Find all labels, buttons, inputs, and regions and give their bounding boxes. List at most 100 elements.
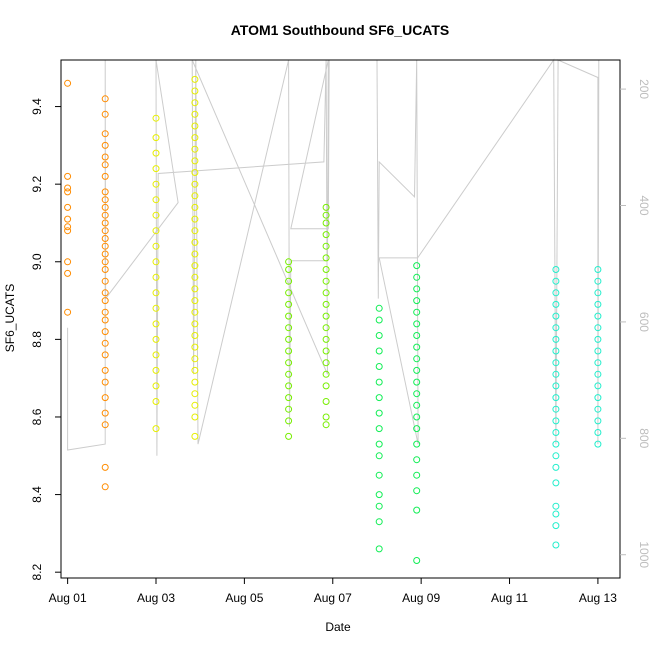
- data-point: [152, 227, 160, 235]
- data-point: [594, 347, 602, 355]
- data-point: [322, 277, 330, 285]
- x-tick-label: Aug 05: [225, 591, 263, 605]
- data-point: [413, 285, 421, 293]
- data-point: [552, 541, 560, 549]
- data-point: [413, 456, 421, 464]
- y-tick-label: 8.6: [30, 408, 44, 425]
- data-point: [322, 359, 330, 367]
- data-point: [191, 87, 199, 95]
- data-point: [191, 273, 199, 281]
- data-point: [413, 366, 421, 374]
- data-point: [101, 483, 109, 491]
- data-point: [413, 343, 421, 351]
- data-point: [322, 382, 330, 390]
- data-point: [322, 203, 330, 211]
- data-point: [101, 463, 109, 471]
- data-point: [64, 227, 72, 235]
- data-point: [413, 262, 421, 270]
- data-point: [191, 145, 199, 153]
- data-point: [152, 149, 160, 157]
- data-point: [375, 502, 383, 510]
- data-point: [191, 250, 199, 258]
- data-point: [375, 491, 383, 499]
- data-point: [552, 479, 560, 487]
- data-point: [552, 300, 560, 308]
- x-tick-label: Aug 01: [49, 591, 87, 605]
- x-tick-label: Aug 07: [314, 591, 352, 605]
- data-point: [101, 297, 109, 305]
- data-point: [191, 285, 199, 293]
- data-point: [375, 518, 383, 526]
- data-point: [322, 370, 330, 378]
- data-point: [375, 545, 383, 553]
- data-point: [285, 312, 293, 320]
- data-point: [191, 99, 199, 107]
- data-point: [594, 359, 602, 367]
- data-point: [413, 378, 421, 386]
- data-point: [191, 262, 199, 270]
- data-point: [375, 440, 383, 448]
- data-point: [285, 417, 293, 425]
- data-point: [322, 421, 330, 429]
- data-point: [152, 320, 160, 328]
- data-point: [285, 347, 293, 355]
- data-point: [101, 188, 109, 196]
- data-point: [191, 215, 199, 223]
- data-point: [594, 429, 602, 436]
- data-point: [152, 366, 160, 374]
- data-point: [413, 506, 421, 514]
- data-point: [322, 300, 330, 308]
- data-point: [552, 510, 560, 518]
- data-point: [552, 277, 560, 285]
- data-point: [375, 316, 383, 324]
- data-point: [285, 382, 293, 390]
- data-point: [322, 413, 330, 421]
- y-axis-label: SF6_UCATS: [3, 284, 17, 352]
- data-point: [375, 378, 383, 386]
- data-point: [413, 390, 421, 398]
- right-tick-label: 1000: [637, 541, 650, 568]
- data-point: [552, 522, 560, 530]
- data-point: [101, 394, 109, 402]
- right-tick-label: 800: [637, 428, 650, 448]
- data-point: [285, 277, 293, 285]
- data-point: [594, 324, 602, 332]
- data-point: [101, 328, 109, 336]
- data-point: [552, 452, 560, 460]
- data-point: [64, 223, 72, 231]
- data-point: [152, 382, 160, 390]
- data-point: [191, 157, 199, 165]
- data-point: [101, 308, 109, 316]
- data-point: [594, 440, 602, 448]
- data-point: [101, 227, 109, 235]
- data-point: [552, 394, 560, 402]
- data-point: [413, 425, 421, 433]
- y-tick-label: 9.4: [30, 98, 44, 115]
- data-point: [191, 238, 199, 246]
- data-point: [191, 343, 199, 351]
- y-tick-label: 8.2: [30, 564, 44, 581]
- data-point: [191, 203, 199, 211]
- data-point: [152, 258, 160, 266]
- data-point: [101, 366, 109, 374]
- data-point: [191, 192, 199, 200]
- data-point: [285, 335, 293, 343]
- data-point: [101, 250, 109, 258]
- data-point: [101, 141, 109, 149]
- data-point: [101, 153, 109, 161]
- data-point: [101, 211, 109, 219]
- data-point: [101, 277, 109, 285]
- data-point: [322, 312, 330, 320]
- data-point: [594, 277, 602, 285]
- data-point: [64, 172, 72, 180]
- data-point: [64, 203, 72, 211]
- data-point: [375, 425, 383, 433]
- data-point: [285, 359, 293, 367]
- data-point: [191, 432, 199, 440]
- data-point: [413, 355, 421, 363]
- data-point: [285, 370, 293, 378]
- data-point: [413, 332, 421, 339]
- data-point: [152, 398, 160, 405]
- data-point: [552, 429, 560, 436]
